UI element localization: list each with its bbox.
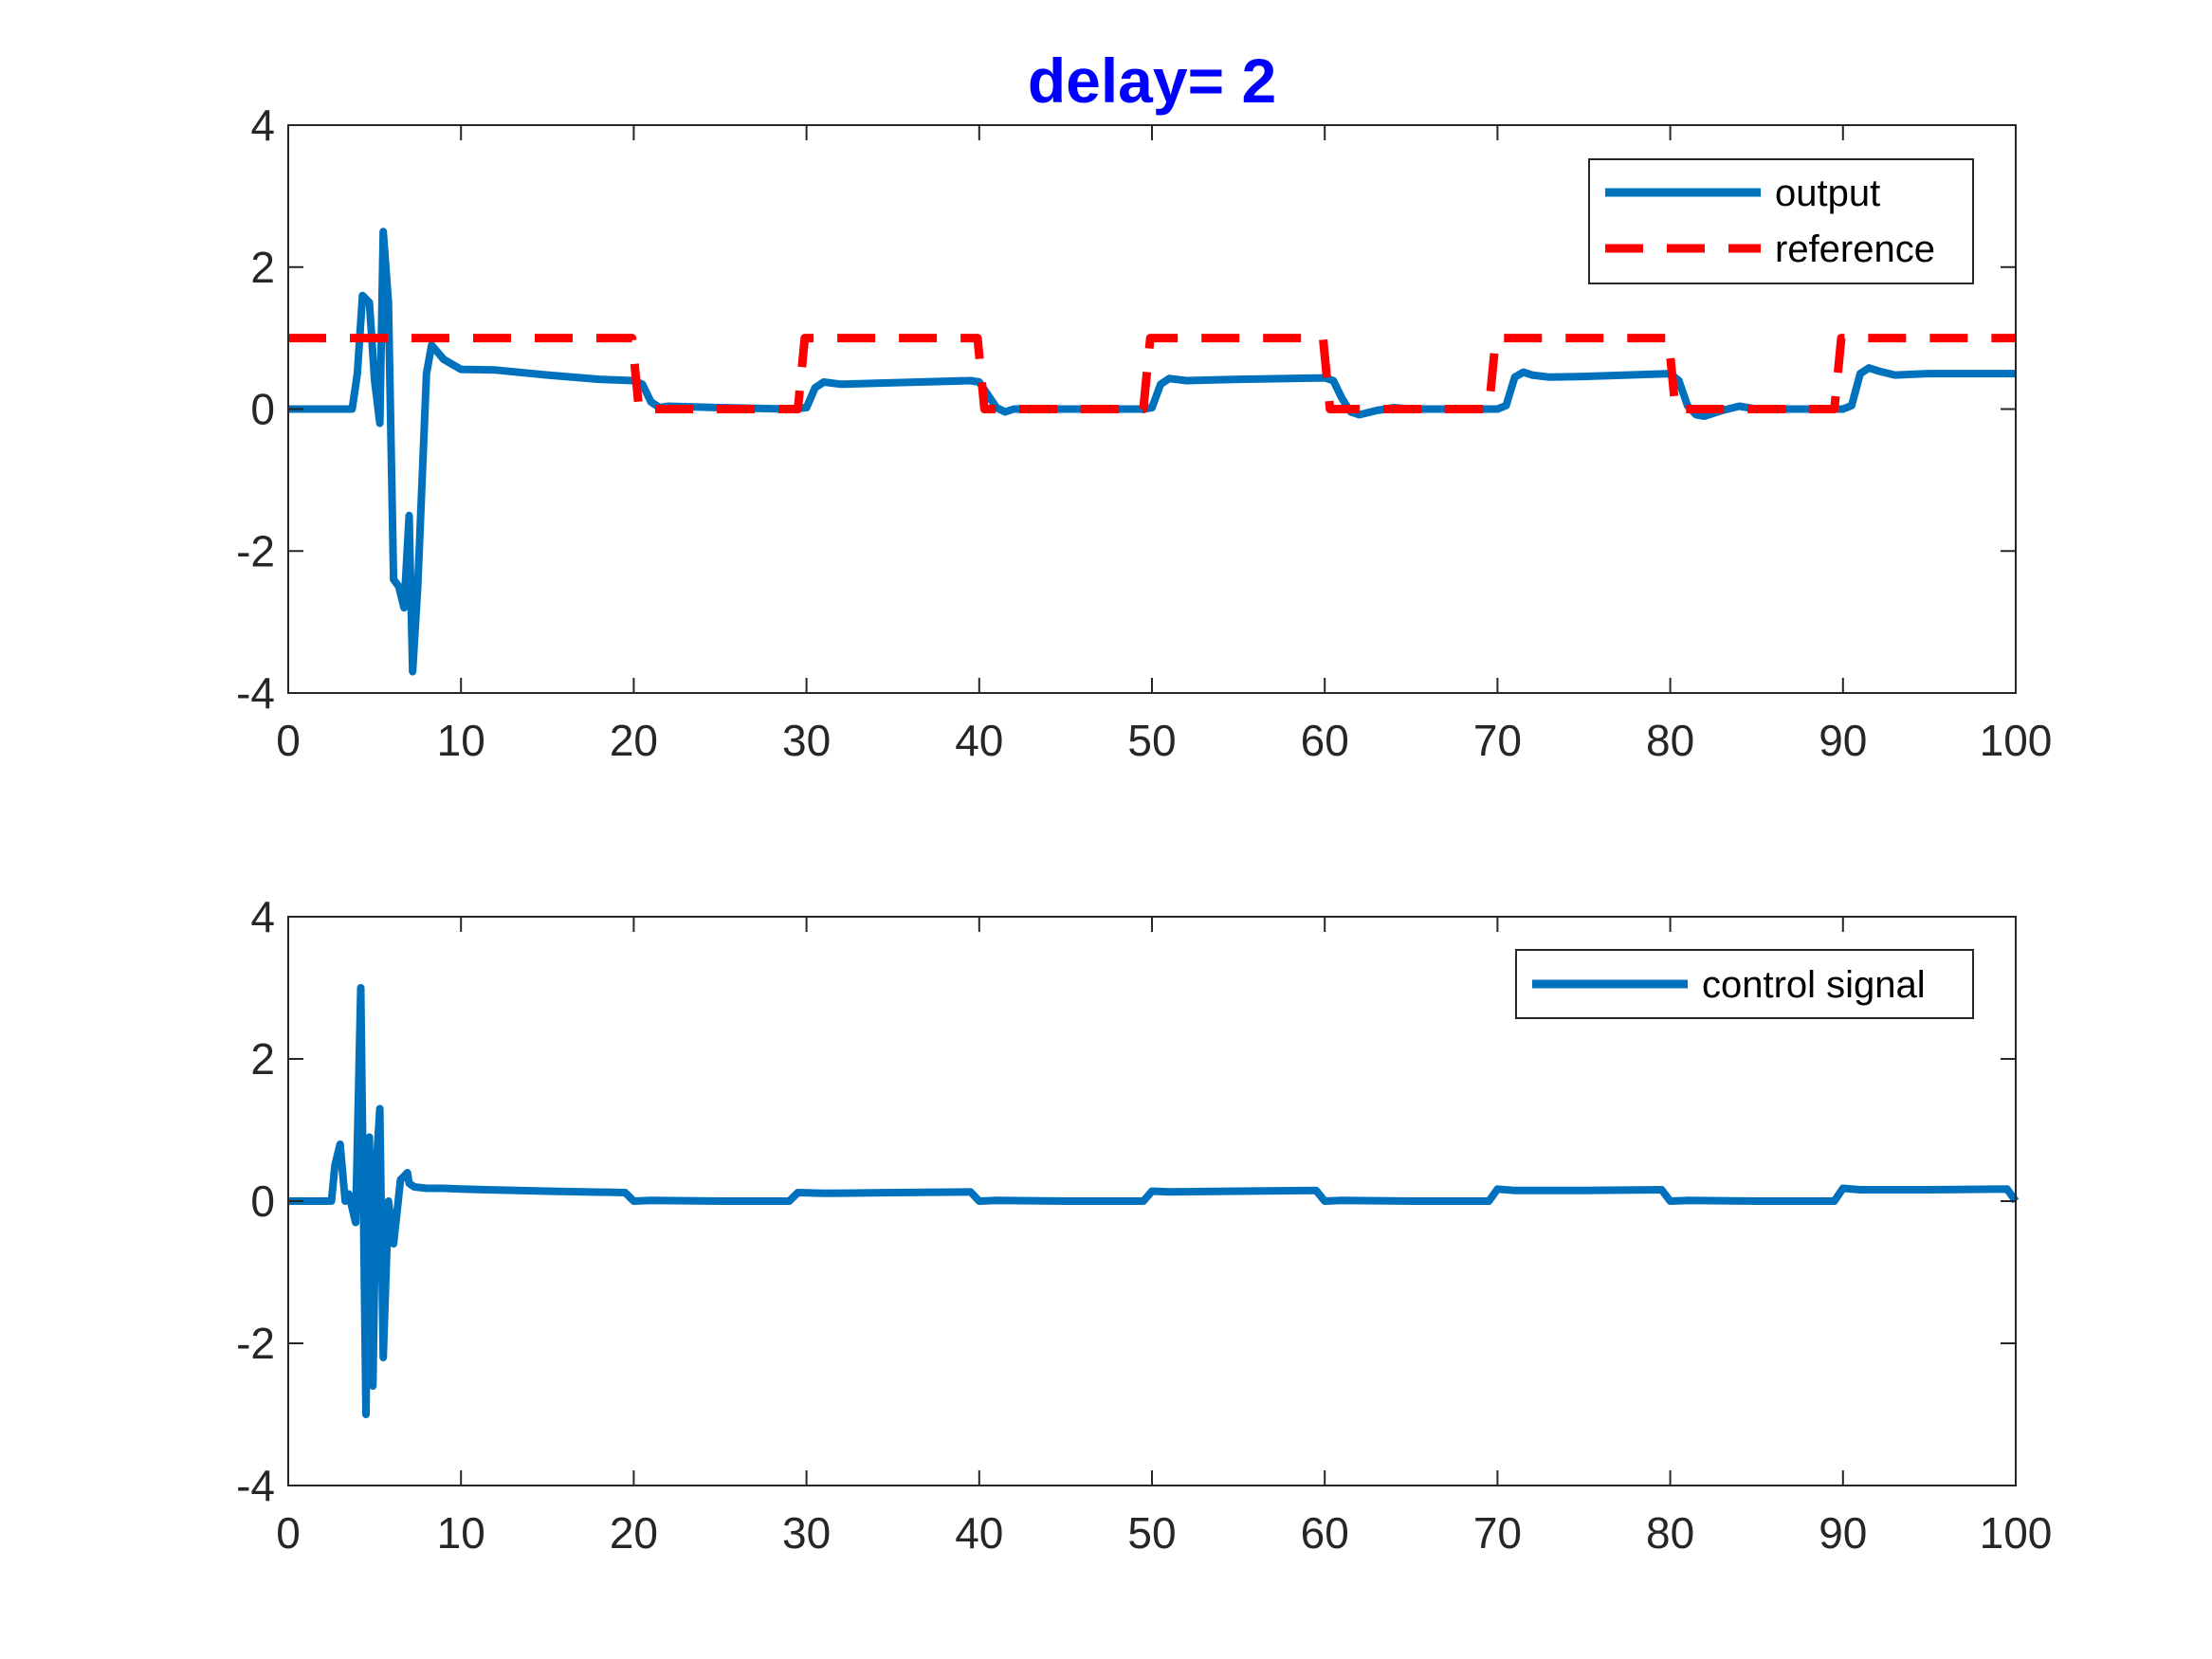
- x-tick-label: 80: [1646, 716, 1694, 765]
- x-tick-label: 20: [610, 716, 658, 765]
- y-tick-label: 0: [250, 385, 275, 434]
- x-tick-label: 0: [276, 1508, 301, 1558]
- x-tick-label: 100: [1980, 1508, 2053, 1558]
- x-tick-label: 30: [782, 1508, 831, 1558]
- x-tick-label: 30: [782, 716, 831, 765]
- series-line-reference: [288, 334, 2016, 413]
- series-line-control-signal: [288, 984, 2020, 1418]
- x-tick-label: 90: [1819, 1508, 1867, 1558]
- bottom-legend: control signal: [1515, 949, 1974, 1019]
- x-tick-label: 60: [1301, 1508, 1349, 1558]
- x-tick-label: 40: [955, 716, 1003, 765]
- x-tick-label: 100: [1980, 716, 2053, 765]
- y-tick-label: 0: [250, 1176, 275, 1226]
- x-tick-label: 60: [1301, 716, 1349, 765]
- x-tick-label: 40: [955, 1508, 1003, 1558]
- y-tick-label: 4: [250, 892, 275, 941]
- y-tick-label: 2: [250, 243, 275, 292]
- y-tick-label: -4: [236, 1461, 275, 1510]
- x-tick-label: 90: [1819, 716, 1867, 765]
- x-tick-label: 0: [276, 716, 301, 765]
- figure-title: delay= 2: [1028, 46, 1276, 116]
- x-tick-label: 80: [1646, 1508, 1694, 1558]
- legend-control-signal-label: control signal: [1702, 964, 1926, 1006]
- x-tick-label: 50: [1127, 716, 1176, 765]
- x-tick-label: 70: [1473, 716, 1522, 765]
- x-tick-label: 70: [1473, 1508, 1522, 1558]
- y-tick-label: -2: [236, 526, 275, 575]
- y-tick-label: 2: [250, 1034, 275, 1084]
- legend-box: [1588, 158, 1974, 284]
- legend-reference-label: reference: [1775, 228, 1935, 270]
- x-tick-label: 10: [437, 716, 485, 765]
- top-legend: output reference: [1588, 158, 1974, 284]
- y-tick-label: -2: [236, 1319, 275, 1368]
- x-tick-label: 10: [437, 1508, 485, 1558]
- legend-output-label: output: [1775, 173, 1880, 214]
- x-tick-label: 50: [1127, 1508, 1176, 1558]
- x-tick-label: 20: [610, 1508, 658, 1558]
- y-tick-label: -4: [236, 668, 275, 718]
- y-tick-label: 4: [250, 100, 275, 150]
